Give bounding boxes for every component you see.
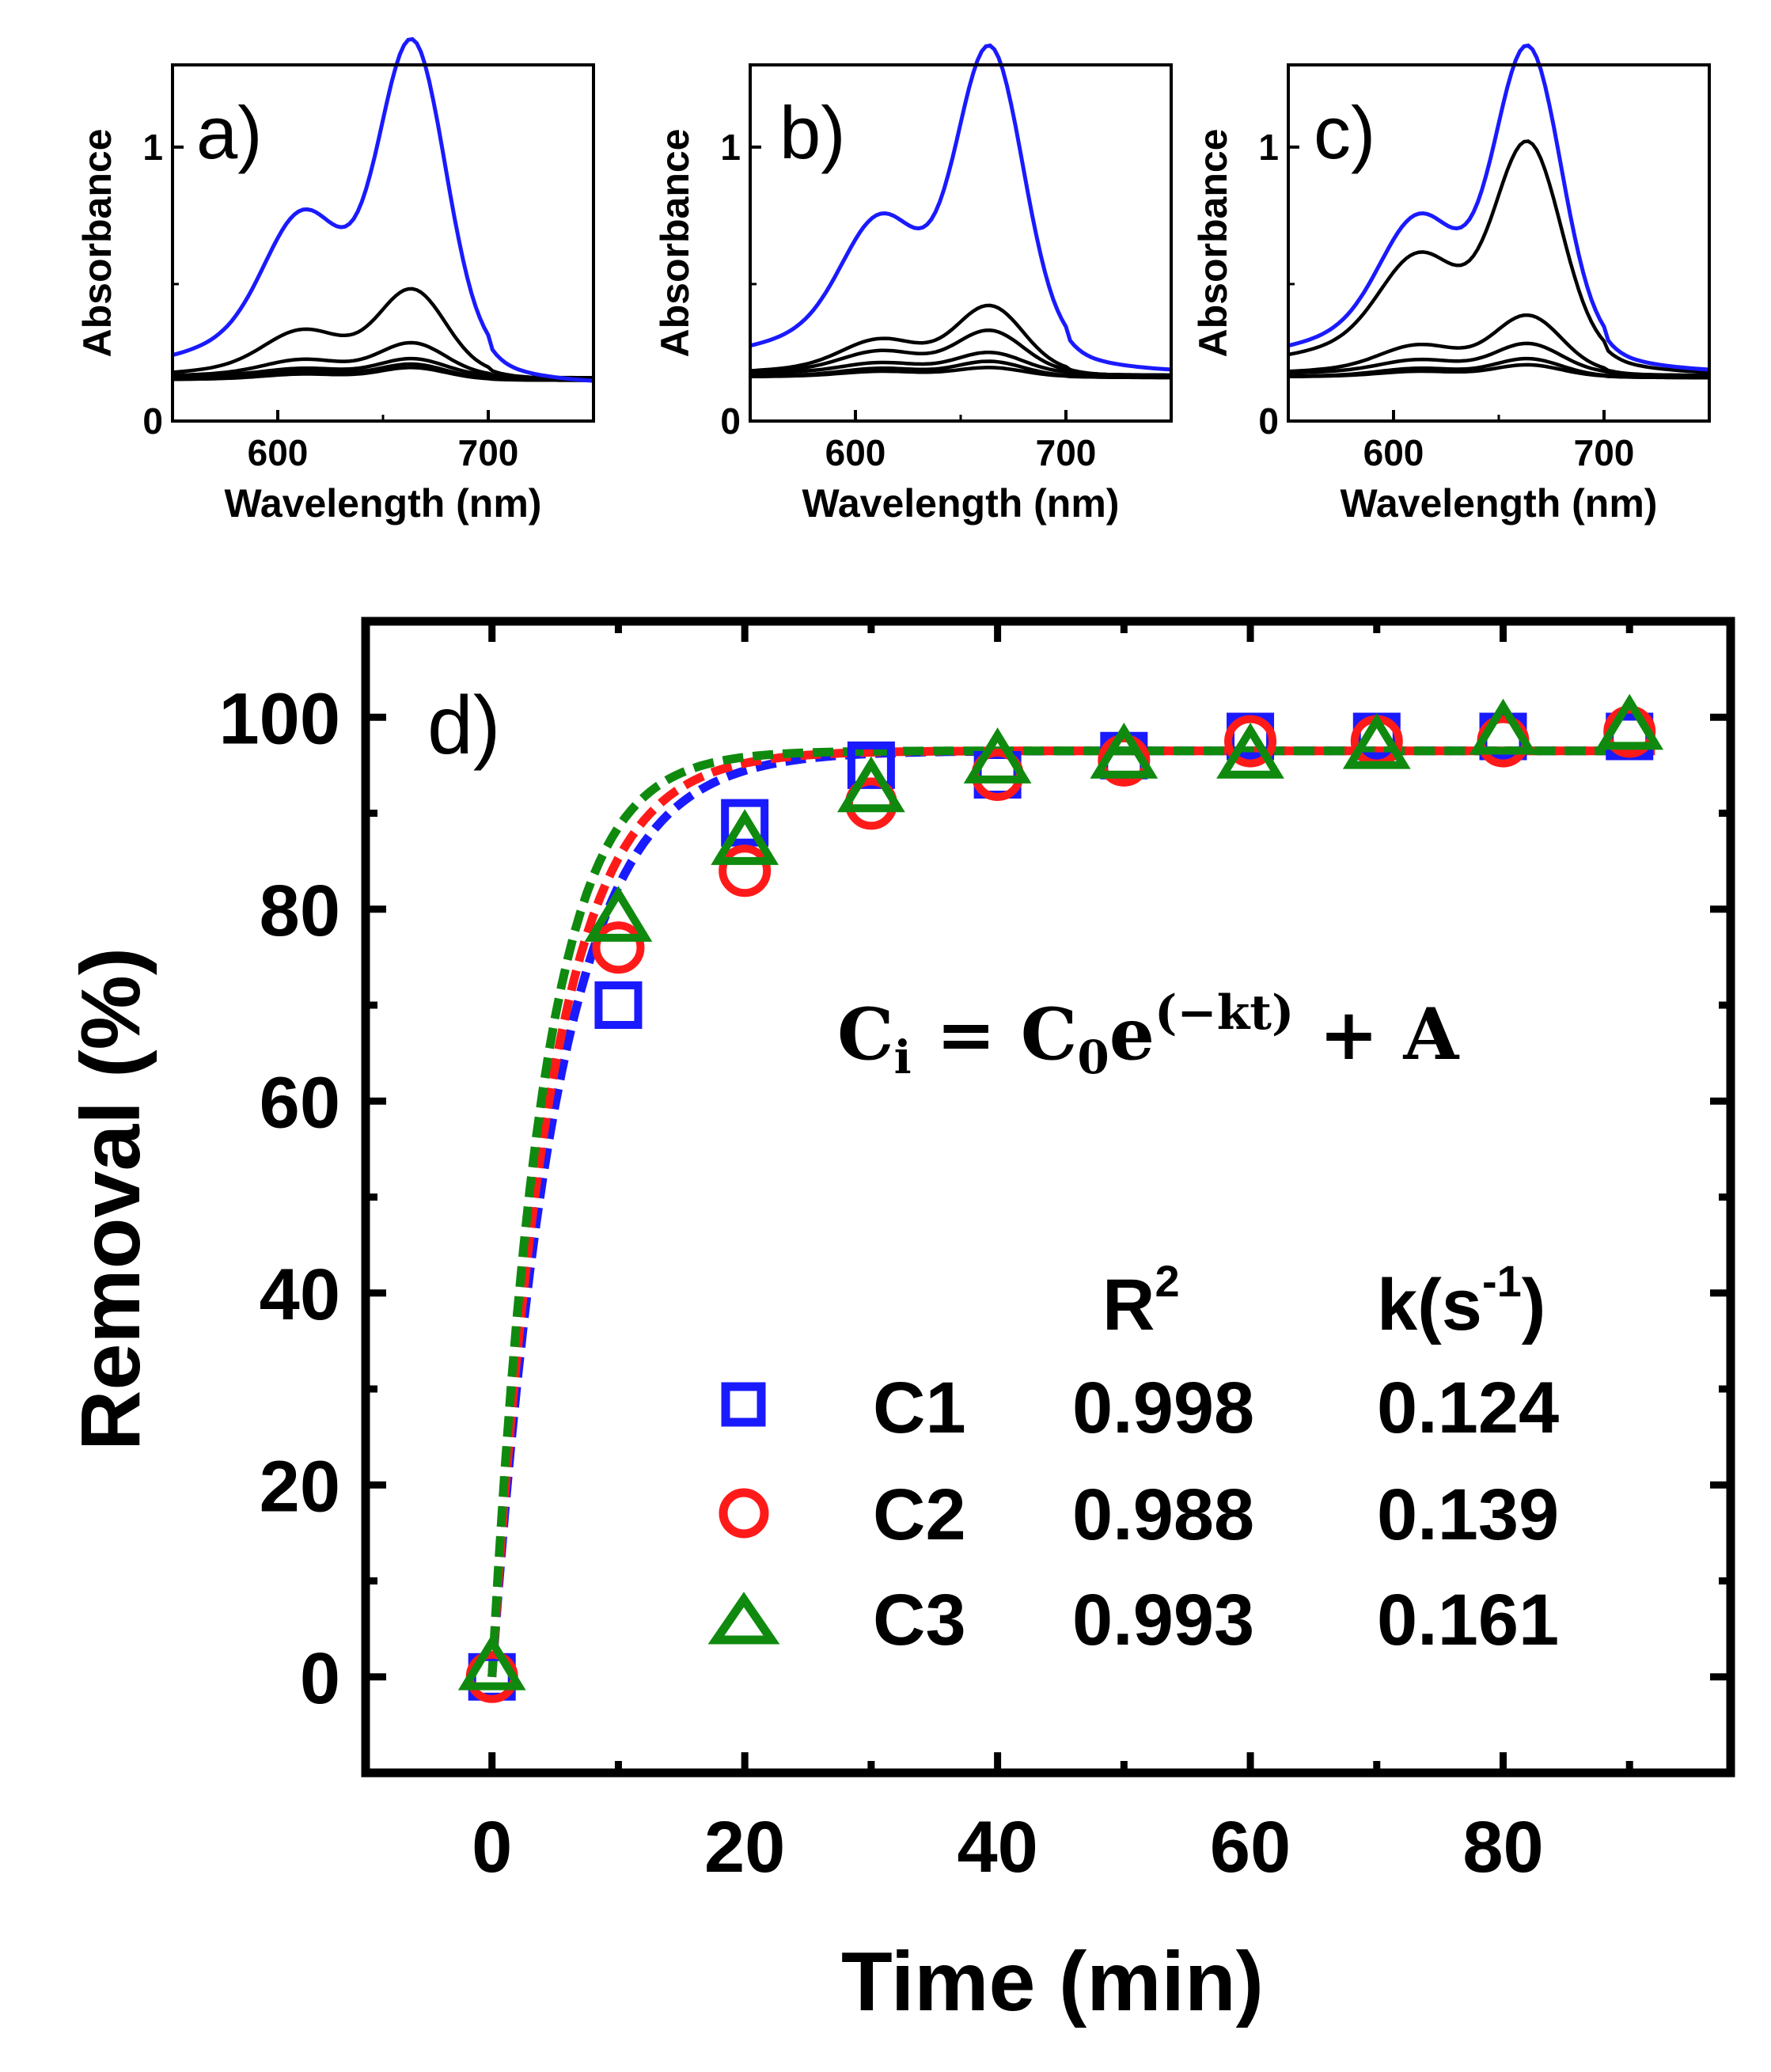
x-tick-label: 700 [1036,432,1097,473]
legend-triangle-marker [707,1592,780,1645]
x-tick-label: 700 [458,432,519,473]
x-tick-label: 600 [825,432,886,473]
initial-spectrum-line [749,43,1172,372]
data-point-c1 [721,799,769,847]
legend-row-c2: C2 0.988 0.139 [719,1474,1559,1555]
initial-spectrum-line [1287,43,1710,372]
panel-d-fit-curves [487,746,1655,1678]
panel-d-plot-frame [361,617,1735,1778]
panel-d-label: d) [427,680,500,772]
data-point-c2 [592,921,645,974]
panel-b-y-axis-label: Absorbance [653,129,697,358]
spectrum-line [749,303,1172,378]
legend-square-marker [721,1382,766,1427]
x-tick-label: 80 [1462,1807,1543,1888]
panel-d-x-axis-label: Time (min) [841,1935,1264,2028]
legend-k-value: 0.161 [1377,1580,1559,1660]
legend-row-c3: C3 0.993 0.161 [707,1580,1559,1660]
x-tick-label: 40 [957,1807,1037,1888]
legend-r2-value: 0.998 [1072,1368,1254,1448]
panel-d-axis-ticks: 0 20 40 60 80 0 20 40 60 80 100 [219,617,1731,1888]
legend-header-r2: R2 [1102,1256,1180,1345]
x-tick-label: 600 [1363,432,1424,473]
spectrum-line [172,362,593,382]
panel-a-x-axis-label: Wavelength (nm) [225,481,542,526]
legend-series-name: C2 [873,1474,966,1555]
y-tick-label: 60 [260,1062,340,1143]
y-tick-label: 1 [1258,127,1279,168]
legend-row-c1: C1 0.998 0.124 [721,1368,1559,1448]
data-point-c3 [1469,698,1538,755]
legend-header-k: k(s-1) [1377,1256,1545,1345]
x-tick-label: 20 [704,1807,785,1888]
data-point-c2 [719,844,772,897]
data-point-c3 [584,886,653,942]
data-point-c3 [1342,712,1411,769]
data-point-c1 [594,981,643,1029]
spectrum-line [1287,313,1710,378]
x-tick-label: 0 [472,1807,512,1888]
panel-a-y-axis-label: Absorbance [75,129,119,358]
legend-k-value: 0.124 [1377,1368,1559,1448]
y-tick-label: 0 [1258,400,1279,442]
y-tick-label: 80 [260,871,340,951]
data-point-c3 [457,1634,526,1691]
x-tick-label: 600 [248,432,309,473]
panel-a-spectra [172,36,594,383]
legend-k-value: 0.139 [1377,1474,1559,1555]
panel-c-spectrum-chart: c) Wavelength (nm) Absorbance 600 700 0 1 [1191,43,1711,526]
panel-c-x-axis-label: Wavelength (nm) [1341,481,1658,526]
legend-circle-marker [719,1488,769,1539]
fit-curve-c3 [487,746,1655,1678]
data-point-c3 [711,809,779,865]
x-tick-label: 700 [1574,432,1635,473]
legend-r2-value: 0.988 [1072,1474,1254,1555]
panel-d-kinetics-chart: 0 20 40 60 80 0 20 40 60 80 100 d) Ci = C0e(−kt) +… [64,617,1735,2028]
x-tick-label: 60 [1210,1807,1291,1888]
data-point-c3 [963,727,1032,784]
panel-a-spectrum-chart: a) Wavelength (nm) Absorbance 600 700 0 1 [75,36,595,526]
spectrum-line [750,359,1171,380]
data-point-c3 [1216,723,1284,779]
panel-d-y-axis-label: Removal (%) [64,947,157,1451]
y-tick-label: 40 [260,1254,340,1335]
panel-b-spectrum-chart: b) Wavelength (nm) Absorbance 600 700 0 1 [653,43,1173,526]
panel-c-y-axis-label: Absorbance [1191,129,1235,358]
spectrum-line [1288,356,1710,380]
y-tick-label: 1 [142,127,163,168]
panel-a-label: a) [196,91,263,174]
initial-spectrum-line [172,36,594,383]
panel-c-label: c) [1314,91,1375,174]
legend-r2-value: 0.993 [1072,1580,1254,1660]
legend-series-name: C1 [873,1368,966,1448]
panel-b-spectra [749,43,1172,380]
panel-b-label: b) [779,91,846,174]
legend-series-name: C3 [873,1580,966,1660]
data-point-c2 [1224,715,1277,768]
spectrum-line [1287,341,1709,378]
spectrum-line [172,287,594,381]
y-tick-label: 0 [720,400,741,442]
data-point-c3 [837,756,905,813]
fit-equation: Ci = C0e(−kt) + A [837,985,1459,1084]
panel-c-spectra [1287,43,1710,380]
y-tick-label: 0 [142,400,163,442]
spectrum-line [1287,139,1710,374]
data-point-c3 [1595,693,1664,750]
y-tick-label: 1 [720,127,741,168]
panel-d-data-points [457,693,1664,1703]
data-point-c3 [1090,723,1159,779]
y-tick-label: 0 [300,1638,340,1719]
y-tick-label: 20 [260,1446,340,1527]
panel-b-x-axis-label: Wavelength (nm) [802,481,1120,526]
y-tick-label: 100 [219,678,341,759]
